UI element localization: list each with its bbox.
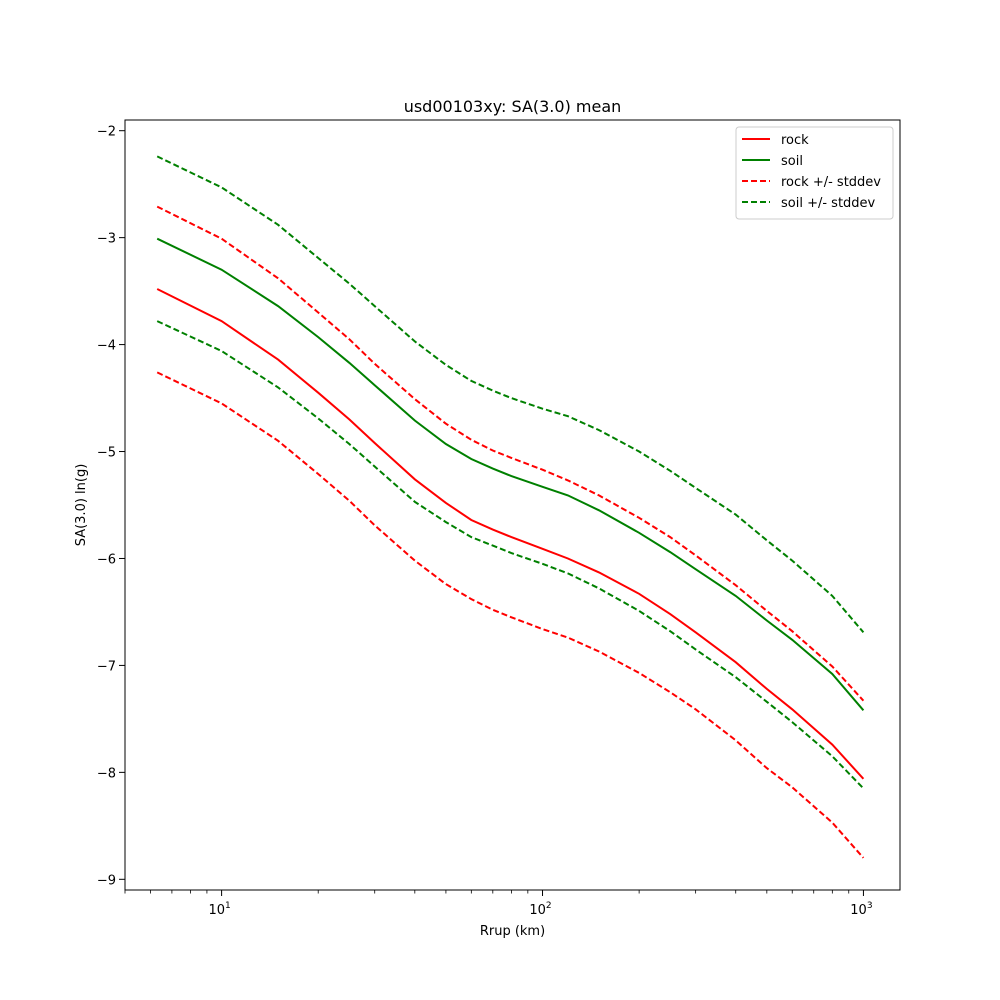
y-tick-label-0: −9	[97, 873, 116, 888]
y-tick-label-6: −3	[97, 232, 116, 247]
y-tick-label-2: −7	[97, 659, 116, 674]
y-tick-label-5: −4	[97, 339, 116, 354]
series-layer	[156, 155, 865, 859]
legend-label-0: rock	[781, 133, 809, 148]
x-axis-label: Rrup (km)	[480, 924, 545, 939]
x-tick-label-2: 103	[850, 901, 872, 918]
x-tick-label-1: 102	[529, 901, 551, 918]
y-tick-label-7: −2	[97, 125, 116, 140]
series-line-0	[156, 288, 865, 780]
x-tick-label-0: 101	[208, 901, 230, 918]
legend-label-2: rock +/- stddev	[781, 175, 881, 190]
chart-title: usd00103xy: SA(3.0) mean	[404, 97, 622, 116]
series-line-1	[156, 237, 865, 711]
y-axis-label: SA(3.0) ln(g)	[74, 464, 89, 547]
y-tick-label-3: −6	[97, 552, 116, 567]
legend-label-3: soil +/- stddev	[781, 196, 876, 211]
series-line-4	[156, 155, 865, 633]
legend-box	[735, 126, 894, 220]
plot-frame	[124, 119, 901, 891]
y-tick-label-1: −8	[97, 766, 116, 781]
series-line-5	[156, 320, 865, 790]
legend-label-1: soil	[781, 154, 803, 169]
y-tick-label-4: −5	[97, 446, 116, 461]
axes-layer: 101 102 103 −9 −8 −7 −6 −5 −4 −3 −2	[97, 119, 901, 918]
legend: rock soil rock +/- stddev soil +/- stddev	[735, 126, 894, 220]
series-line-2	[156, 205, 865, 702]
series-line-3	[156, 371, 865, 859]
